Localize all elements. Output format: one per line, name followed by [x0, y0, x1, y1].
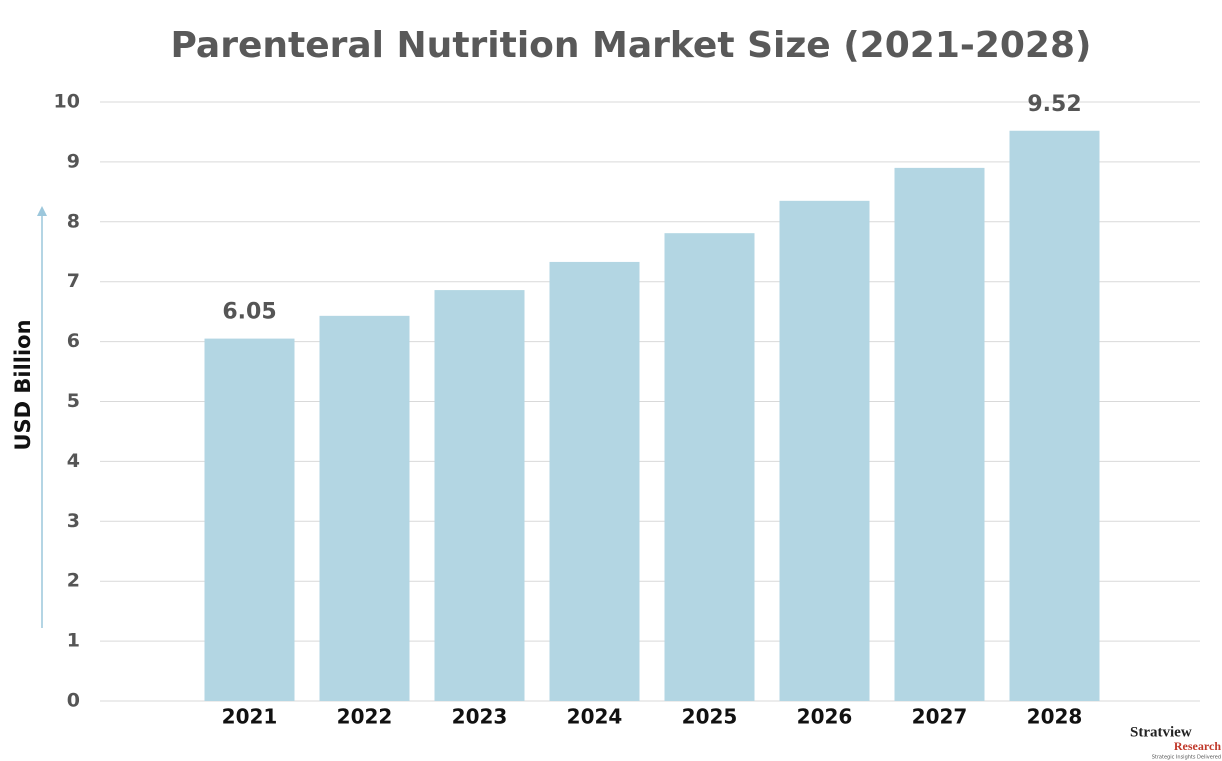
- bar: [779, 200, 870, 701]
- x-tick-label: 2028: [1027, 705, 1083, 729]
- y-tick-label: 10: [54, 91, 80, 113]
- data-label: 6.05: [222, 300, 276, 325]
- bar: [319, 315, 410, 701]
- y-tick-label: 3: [67, 510, 80, 532]
- logo-name: Stratview: [1130, 724, 1192, 740]
- x-tick-label: 2023: [452, 705, 508, 729]
- x-tick-label: 2022: [337, 705, 393, 729]
- y-tick-label: 0: [67, 690, 80, 712]
- logo-sub: Research: [1174, 739, 1221, 753]
- x-tick-label: 2025: [682, 705, 738, 729]
- y-axis-title: USD Billion: [11, 319, 35, 450]
- y-tick-label: 8: [67, 210, 80, 232]
- bar: [894, 167, 985, 701]
- bar: [549, 261, 640, 701]
- y-tick-label: 4: [67, 450, 80, 472]
- y-tick-label: 6: [67, 330, 80, 352]
- x-tick-label: 2024: [567, 705, 623, 729]
- y-tick-label: 1: [67, 630, 80, 652]
- bar: [434, 290, 525, 701]
- x-tick-label: 2021: [222, 705, 278, 729]
- logo: Stratview Research Strategic Insights De…: [1130, 724, 1221, 760]
- logo-tagline: Strategic Insights Delivered: [1152, 755, 1221, 761]
- bar: [1009, 130, 1100, 701]
- y-tick-label: 9: [67, 150, 80, 172]
- y-tick-label: 7: [67, 270, 80, 292]
- data-label: 9.52: [1027, 92, 1081, 117]
- x-tick-label: 2027: [912, 705, 968, 729]
- y-tick-label: 5: [67, 390, 80, 412]
- bar: [204, 338, 295, 701]
- axis-arrow-head: [37, 206, 47, 216]
- chart-title: Parenteral Nutrition Market Size (2021-2…: [171, 25, 1092, 66]
- bar: [664, 233, 755, 701]
- y-tick-label: 2: [67, 570, 80, 592]
- x-tick-label: 2026: [797, 705, 853, 729]
